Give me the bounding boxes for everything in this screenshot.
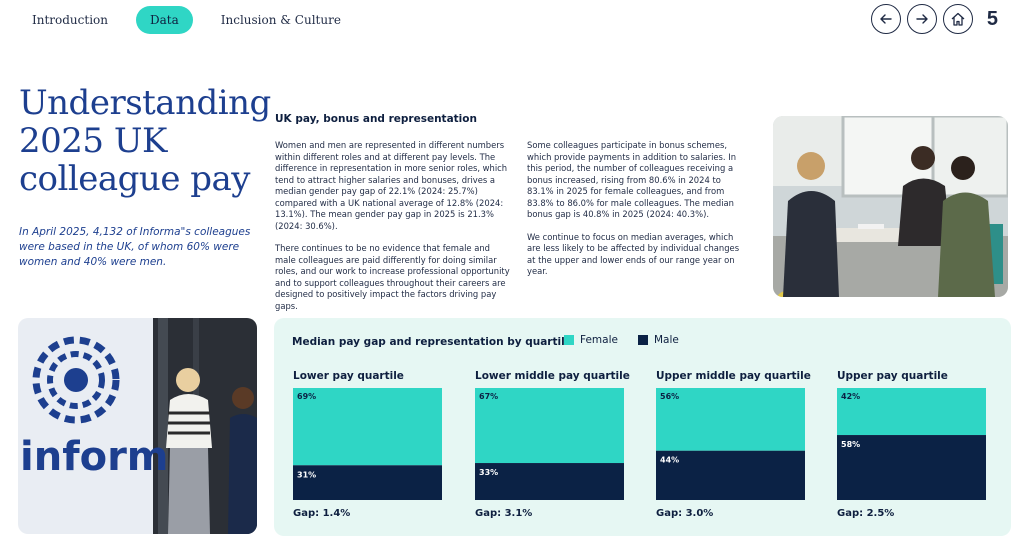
text-column-2: Some colleagues participate in bonus sch… bbox=[527, 140, 749, 289]
value-label-male: 33% bbox=[479, 468, 498, 477]
quartile-title: Upper pay quartile bbox=[837, 370, 948, 382]
top-nav: Introduction Data Inclusion & Culture bbox=[18, 6, 355, 34]
gap-label: Gap: 1.4% bbox=[293, 508, 350, 519]
nav-tab-introduction[interactable]: Introduction bbox=[32, 13, 108, 27]
page-title-line: Understanding bbox=[19, 83, 271, 123]
bar-male bbox=[837, 435, 986, 500]
informa-logo-text: informa bbox=[20, 434, 195, 480]
intro-text: In April 2025, 4,132 of Informa"s collea… bbox=[19, 226, 251, 268]
paragraph: Women and men are represented in differe… bbox=[275, 140, 508, 231]
legend-label-male: Male bbox=[653, 334, 679, 346]
page-title-line: 2025 UK bbox=[19, 121, 167, 161]
paragraph: We continue to focus on median averages,… bbox=[527, 231, 740, 277]
home-icon[interactable] bbox=[942, 4, 973, 34]
legend-label-female: Female bbox=[580, 334, 618, 346]
quartile-chart-card: Median pay gap and representation by qua… bbox=[274, 318, 1011, 536]
arrow-right-icon[interactable] bbox=[906, 4, 937, 34]
bar-female bbox=[837, 388, 986, 436]
brand-photo: informa bbox=[18, 318, 257, 534]
bar-male bbox=[656, 450, 805, 500]
bar-female bbox=[293, 388, 442, 466]
chart-title: Median pay gap and representation by qua… bbox=[292, 336, 572, 348]
value-label-female: 42% bbox=[841, 392, 860, 401]
bar-female bbox=[475, 388, 624, 464]
arrow-left-icon[interactable] bbox=[870, 4, 901, 34]
paragraph: Some colleagues participate in bonus sch… bbox=[527, 140, 737, 219]
legend-male: Male bbox=[637, 334, 679, 346]
section-heading: UK pay, bonus and representation bbox=[275, 113, 477, 125]
nav-tab-data[interactable]: Data bbox=[136, 6, 193, 34]
quartile-title: Lower middle pay quartile bbox=[475, 370, 630, 382]
page-controls: 5 bbox=[870, 4, 998, 34]
text-column-1: Women and men are represented in differe… bbox=[275, 140, 513, 323]
value-label-female: 67% bbox=[479, 392, 498, 401]
legend-swatch-female bbox=[564, 335, 574, 345]
value-label-female: 56% bbox=[660, 392, 679, 401]
bar-male bbox=[293, 465, 442, 500]
gap-label: Gap: 3.0% bbox=[656, 508, 713, 519]
quartile-title: Lower pay quartile bbox=[293, 370, 404, 382]
bar-male bbox=[475, 463, 624, 500]
page-number: 5 bbox=[986, 7, 998, 30]
nav-tab-inclusion-culture[interactable]: Inclusion & Culture bbox=[220, 13, 341, 27]
gap-label: Gap: 2.5% bbox=[837, 508, 894, 519]
chart-legend: Female Male bbox=[564, 334, 679, 346]
page-title: Understanding 2025 UK colleague pay bbox=[19, 83, 271, 199]
legend-female: Female bbox=[564, 334, 618, 346]
quartile-chart: Lower pay quartile 69% 31% Gap: 1.4% Lower m… bbox=[293, 370, 986, 519]
gap-label: Gap: 3.1% bbox=[475, 508, 532, 519]
value-label-male: 31% bbox=[297, 470, 316, 479]
bar-female bbox=[656, 388, 805, 451]
quartile-title: Upper middle pay quartile bbox=[656, 370, 811, 382]
meeting-photo bbox=[773, 116, 1008, 297]
legend-swatch-male bbox=[637, 335, 648, 345]
value-label-female: 69% bbox=[297, 392, 316, 401]
paragraph: There continues to be no evidence that f… bbox=[275, 243, 510, 311]
value-label-male: 44% bbox=[660, 456, 679, 465]
page-title-line: colleague pay bbox=[19, 159, 251, 199]
value-label-male: 58% bbox=[841, 440, 860, 449]
